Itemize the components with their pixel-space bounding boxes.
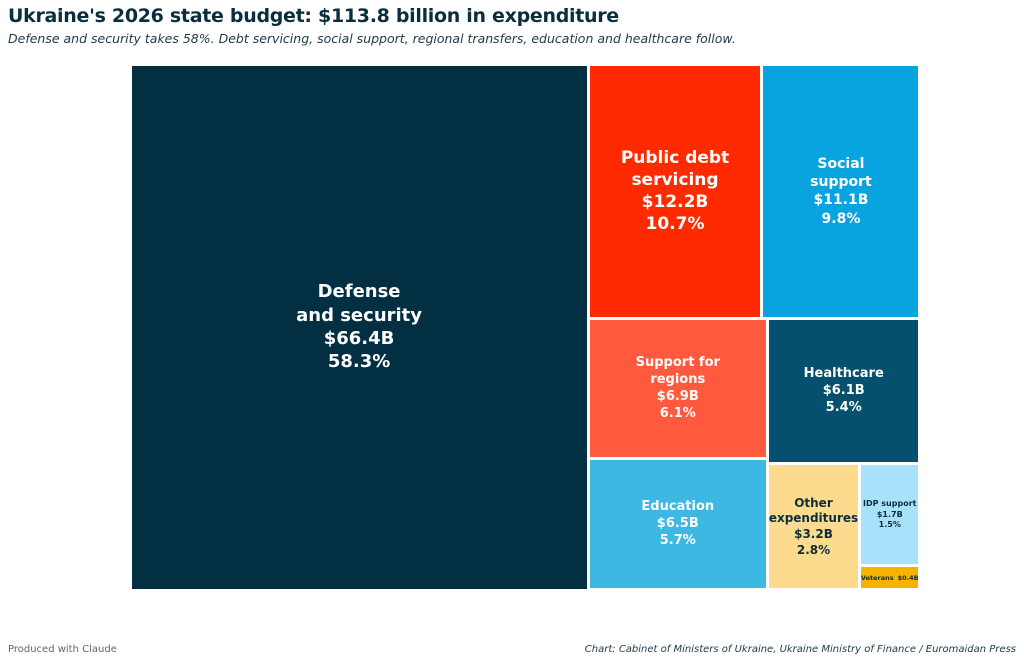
- share-label: 5.7%: [659, 532, 696, 548]
- share-label: 5.4%: [825, 399, 862, 415]
- category-label: Healthcare: [803, 366, 884, 382]
- category-label: Education: [641, 498, 715, 514]
- category-label: Public debt servicing: [620, 148, 730, 191]
- tile: Social support $11.1B 9.8%: [763, 65, 919, 318]
- value-label: $3.2B: [794, 526, 833, 541]
- value-label: $6.9B: [656, 388, 699, 404]
- share-label: 6.1%: [659, 405, 696, 421]
- share-label: 1.5%: [878, 520, 901, 530]
- value-label: $12.2B: [641, 192, 709, 213]
- share-label: 10.7%: [645, 214, 705, 235]
- chart-subtitle: Defense and security takes 58%. Debt ser…: [8, 31, 736, 46]
- value-label: $66.4B: [323, 328, 395, 349]
- value-label: $0.4B: [897, 573, 919, 582]
- value-label: $6.1B: [822, 382, 865, 398]
- value-label: $1.7B: [876, 509, 903, 519]
- tile: Education $6.5B 5.7%: [589, 459, 766, 589]
- category-label: Social support: [810, 156, 872, 191]
- category-label: Support for regions: [635, 354, 720, 387]
- share-label: 9.8%: [821, 210, 861, 227]
- chart-title: Ukraine's 2026 state budget: $113.8 bill…: [8, 5, 619, 27]
- category-label: IDP support: [863, 499, 917, 509]
- tile: Veterans $0.4B: [861, 567, 919, 589]
- category-label: Veterans: [861, 573, 894, 582]
- tile: IDP support $1.7B 1.5%: [861, 465, 919, 565]
- tile: Support for regions $6.9B 6.1%: [589, 320, 766, 457]
- share-label: 58.3%: [327, 351, 391, 373]
- tile: Public debt servicing $12.2B 10.7%: [589, 65, 761, 318]
- share-label: 2.8%: [796, 542, 831, 557]
- source: Chart: Cabinet of Ministers of Ukraine, …: [584, 644, 1016, 655]
- tile: Healthcare $6.1B 5.4%: [768, 320, 919, 463]
- category-label: Defense and security: [296, 281, 423, 326]
- category-label: Other expenditures: [768, 495, 859, 526]
- value-label: $6.5B: [656, 515, 699, 531]
- tile: Defense and security $66.4B 58.3%: [131, 65, 587, 589]
- value-label: $11.1B: [813, 192, 869, 209]
- credit: Produced with Claude: [8, 644, 117, 655]
- tile: Other expenditures $3.2B 2.8%: [768, 465, 859, 589]
- tile-label-row: Veterans $0.4B: [861, 574, 918, 582]
